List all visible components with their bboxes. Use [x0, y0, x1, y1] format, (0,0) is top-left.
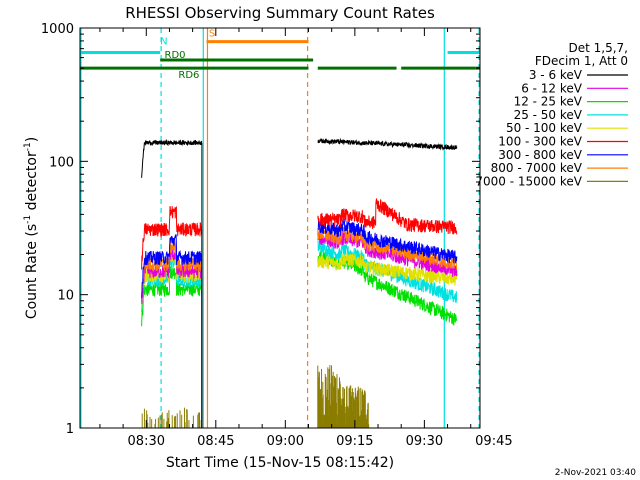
y-tick-label: 1: [66, 422, 74, 437]
legend-label-2: 12 - 25 keV: [514, 95, 583, 109]
y-axis-label: Count Rate (s-1 detector-1): [23, 137, 40, 319]
series-line-segment-1: [141, 205, 203, 270]
series-7000-15000kev: [141, 365, 370, 428]
x-axis-label: Start Time (15-Nov-15 08:15:42): [166, 455, 394, 471]
legend-label-6: 300 - 800 keV: [498, 148, 582, 162]
y-axis: 1 10 100 1000: [41, 22, 480, 437]
legend-header-line-1: Det 1,5,7,: [569, 41, 629, 55]
y-axis-label-sup1: -1: [23, 215, 33, 224]
series-line-segment-2: [317, 217, 458, 264]
y-tick-label: 10: [57, 289, 74, 304]
series-line-segment-1: [141, 266, 203, 327]
series-line-segment-1: [141, 239, 203, 296]
legend-label-4: 50 - 100 keV: [506, 121, 583, 135]
series-line-segment-2: [317, 137, 458, 151]
series-line-segment-1: [141, 138, 203, 178]
x-tick-label: 09:00: [267, 434, 304, 449]
legend-header-line-2: FDecim 1, Att 0: [535, 54, 628, 68]
y-axis-label-mid: detector: [24, 151, 40, 215]
flag-label-s: S: [209, 29, 215, 40]
flag-label-n: N: [160, 37, 167, 48]
legend-label-3: 25 - 50 keV: [514, 108, 583, 122]
x-axis: 08:30 08:45 09:00 09:15 09:30 09:45: [99, 28, 513, 449]
y-tick-label: 100: [49, 155, 74, 170]
plot-frame: [79, 27, 481, 429]
x-tick-label: 09:45: [475, 434, 512, 449]
legend-label-8: 7000 - 15000 keV: [475, 174, 582, 188]
x-tick-label: 08:45: [197, 434, 234, 449]
legend-label-5: 100 - 300 keV: [498, 135, 582, 149]
x-tick-label: 08:30: [128, 434, 165, 449]
x-tick-label: 09:15: [336, 434, 373, 449]
series-line-segment-2: [317, 252, 458, 286]
footer-date: 2-Nov-2021 03:40: [555, 468, 637, 478]
legend-label-7: 800 - 7000 keV: [491, 161, 583, 175]
x-tick-label: 09:30: [406, 434, 443, 449]
series-line-segment-2: [317, 198, 458, 235]
y-axis-label-sup2: -1: [23, 142, 33, 151]
flag-label-rd0: RD0: [165, 50, 186, 61]
y-axis-label-main: Count Rate (s: [24, 224, 40, 319]
instrument-flags: N S RD0 RD6: [80, 29, 480, 81]
y-axis-label-end: ): [24, 137, 40, 142]
legend-label-1: 6 - 12 keV: [521, 81, 583, 95]
legend-label-0: 3 - 6 keV: [529, 68, 583, 82]
y-tick-label: 1000: [41, 22, 74, 37]
flag-label-rd6: RD6: [178, 70, 199, 81]
series-layer: [141, 137, 458, 428]
chart-title: RHESSI Observing Summary Count Rates: [125, 4, 435, 22]
series-3-6kev: [141, 137, 458, 428]
series-line-segment-2: [317, 226, 458, 270]
series-line-segment-1: [141, 234, 203, 299]
